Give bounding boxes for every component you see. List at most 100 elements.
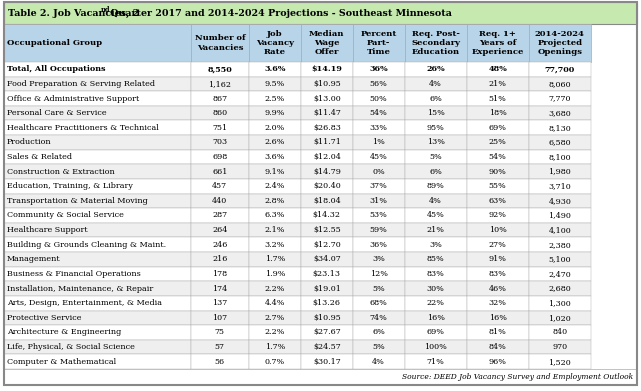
Text: Protective Service: Protective Service [7, 314, 81, 322]
Bar [353, 62, 404, 77]
Text: 216: 216 [212, 255, 228, 264]
Text: 50%: 50% [370, 95, 388, 102]
Text: 95%: 95% [427, 124, 445, 132]
Text: 2.6%: 2.6% [265, 138, 285, 146]
Text: 970: 970 [552, 343, 567, 351]
Text: 51%: 51% [489, 95, 506, 102]
Text: $14.32: $14.32 [313, 212, 341, 219]
Bar [529, 164, 591, 179]
Bar [353, 135, 404, 150]
Bar [404, 267, 467, 281]
Bar [529, 135, 591, 150]
Text: 55%: 55% [489, 182, 506, 190]
Bar [4, 120, 191, 135]
Text: 13%: 13% [427, 138, 445, 146]
Text: Job
Vacancy
Rate: Job Vacancy Rate [256, 30, 294, 56]
Bar [529, 252, 591, 267]
Text: 6%: 6% [372, 328, 385, 336]
Bar [467, 340, 529, 354]
Text: 4%: 4% [372, 358, 385, 366]
Text: 4%: 4% [429, 80, 442, 88]
Bar [301, 325, 353, 340]
Bar [353, 179, 404, 194]
Text: Computer & Mathematical: Computer & Mathematical [7, 358, 116, 366]
Bar [404, 281, 467, 296]
Bar [4, 252, 191, 267]
Text: 840: 840 [552, 328, 567, 336]
Bar [4, 369, 637, 385]
Bar [4, 325, 191, 340]
Text: 1,520: 1,520 [549, 358, 571, 366]
Text: Arts, Design, Entertainment, & Media: Arts, Design, Entertainment, & Media [7, 299, 162, 307]
Bar [529, 77, 591, 91]
Bar [404, 310, 467, 325]
Bar [404, 223, 467, 237]
Text: 5,100: 5,100 [549, 255, 571, 264]
Bar [4, 91, 191, 106]
Bar [467, 179, 529, 194]
Text: 6%: 6% [429, 168, 442, 176]
Bar [467, 62, 529, 77]
Text: $18.04: $18.04 [313, 197, 341, 205]
Text: 4,930: 4,930 [548, 197, 571, 205]
Text: Quarter 2017 and 2014-2024 Projections - Southeast Minnesota: Quarter 2017 and 2014-2024 Projections -… [107, 9, 452, 18]
Text: 5%: 5% [372, 343, 385, 351]
Text: 71%: 71% [427, 358, 445, 366]
Bar [529, 208, 591, 223]
Bar [191, 223, 249, 237]
Bar [191, 267, 249, 281]
Bar [404, 164, 467, 179]
Text: 246: 246 [212, 241, 228, 249]
Text: 8,060: 8,060 [549, 80, 571, 88]
Text: 1%: 1% [372, 138, 385, 146]
Text: 6.3%: 6.3% [265, 212, 285, 219]
Bar [467, 164, 529, 179]
Bar [353, 340, 404, 354]
Bar [404, 325, 467, 340]
Bar [301, 77, 353, 91]
Text: $12.04: $12.04 [313, 153, 341, 161]
Bar [4, 164, 191, 179]
Bar [249, 120, 301, 135]
Text: 18%: 18% [489, 109, 506, 117]
Text: 56: 56 [215, 358, 225, 366]
Text: 2.0%: 2.0% [265, 124, 285, 132]
Bar [353, 208, 404, 223]
Text: 287: 287 [212, 212, 228, 219]
Text: 63%: 63% [488, 197, 507, 205]
Text: 2,680: 2,680 [549, 285, 571, 292]
Text: $30.17: $30.17 [313, 358, 341, 366]
Bar [191, 62, 249, 77]
Bar [191, 77, 249, 91]
Bar [353, 150, 404, 164]
Text: 36%: 36% [369, 65, 388, 73]
Text: $11.47: $11.47 [313, 109, 341, 117]
Bar [353, 24, 404, 62]
Bar [301, 179, 353, 194]
Bar [404, 340, 467, 354]
Bar [301, 150, 353, 164]
Bar [191, 120, 249, 135]
Text: 1,300: 1,300 [549, 299, 571, 307]
Bar [191, 164, 249, 179]
Text: Transportation & Material Moving: Transportation & Material Moving [7, 197, 147, 205]
Text: 8,550: 8,550 [208, 65, 232, 73]
Bar [191, 150, 249, 164]
Text: 3,710: 3,710 [549, 182, 571, 190]
Bar [529, 310, 591, 325]
Text: 0%: 0% [372, 168, 385, 176]
Bar [249, 164, 301, 179]
Bar [301, 194, 353, 208]
Bar [467, 135, 529, 150]
Bar [249, 267, 301, 281]
Text: 9.1%: 9.1% [265, 168, 285, 176]
Text: $13.26: $13.26 [313, 299, 341, 307]
Bar [301, 310, 353, 325]
Text: 92%: 92% [488, 212, 507, 219]
Text: Construction & Extraction: Construction & Extraction [7, 168, 115, 176]
Bar [4, 237, 191, 252]
Text: 69%: 69% [427, 328, 445, 336]
Text: 2.5%: 2.5% [265, 95, 285, 102]
Bar [467, 354, 529, 369]
Text: 83%: 83% [427, 270, 445, 278]
